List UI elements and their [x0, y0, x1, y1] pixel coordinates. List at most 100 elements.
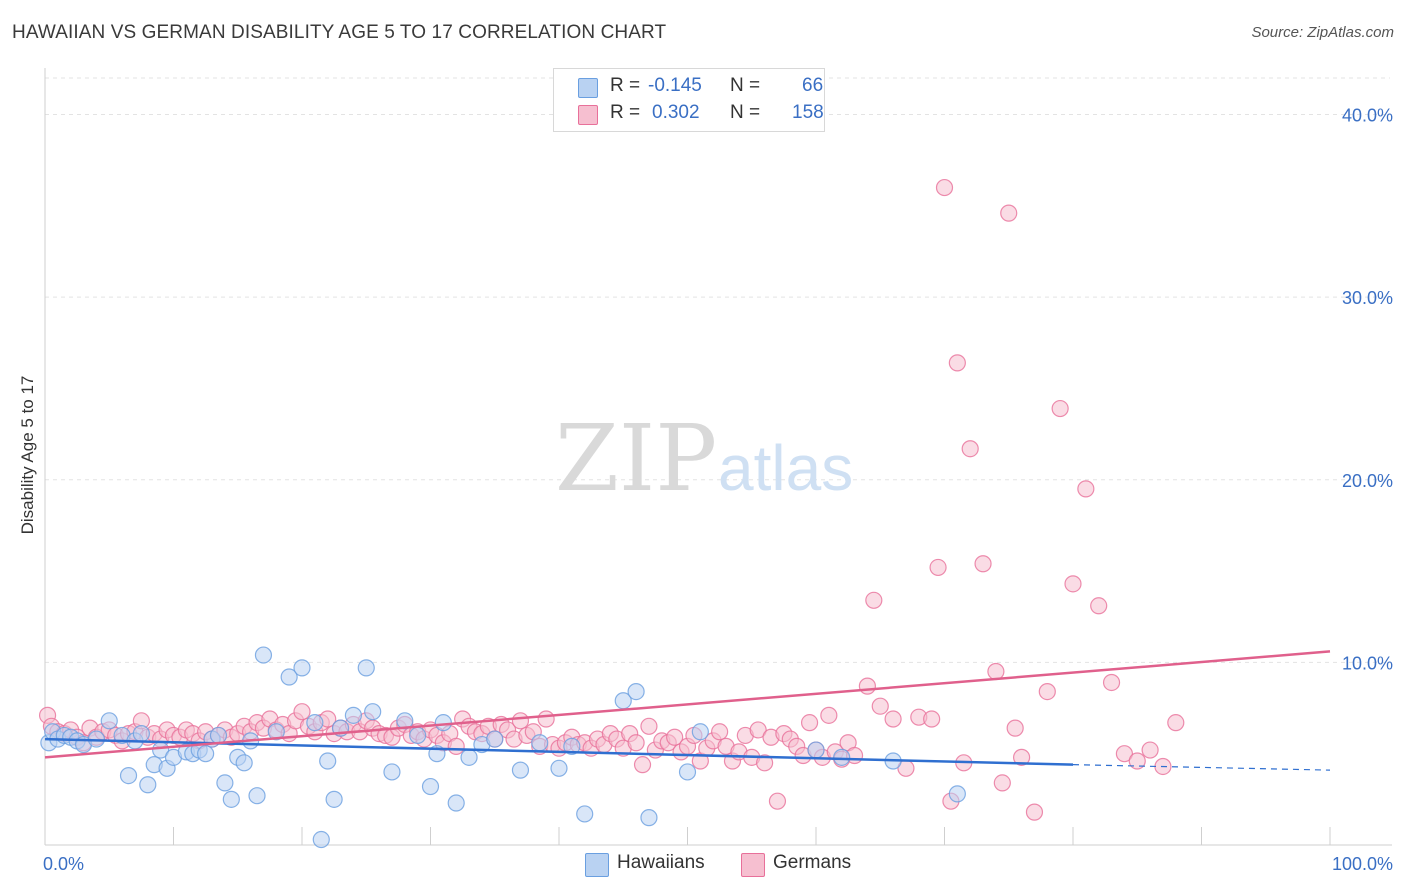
german-point: [511, 712, 530, 730]
german-point: [820, 706, 838, 724]
y-tick-label: 20.0%: [1342, 471, 1393, 491]
german-point: [627, 734, 645, 752]
hawaiian-point: [807, 741, 825, 759]
hawaiian-point: [678, 763, 697, 781]
german-point: [858, 677, 877, 695]
german-point: [1064, 575, 1082, 593]
hawaiian-point: [691, 723, 709, 741]
y-tick-label: 10.0%: [1342, 653, 1393, 673]
german-point: [537, 710, 555, 728]
hawaiians-legend-swatch: [585, 853, 609, 877]
hawaiian-point: [312, 830, 330, 849]
hawaiian-point: [197, 745, 215, 763]
legend-n-label: N =: [730, 102, 761, 123]
german-point: [1102, 673, 1121, 692]
hawaiian-point: [139, 776, 157, 794]
german-point: [987, 662, 1005, 681]
hawaiian-point: [434, 714, 452, 732]
legend-r-value: 0.302: [652, 102, 700, 123]
german-point: [1115, 745, 1134, 763]
hawaiian-point: [357, 659, 375, 677]
german-point: [800, 714, 819, 732]
german-point: [974, 555, 992, 573]
german-point: [1077, 480, 1095, 498]
german-point: [929, 558, 947, 577]
hawaiian-point: [216, 774, 234, 792]
german-point: [1167, 714, 1185, 732]
legend-r-label: R =: [610, 102, 641, 123]
german-point: [923, 710, 941, 728]
german-point: [1051, 399, 1069, 418]
watermark: ZIP: [555, 405, 717, 512]
german-point: [293, 703, 311, 721]
legend-n-value: 66: [802, 75, 824, 96]
x-tick-label: 0.0%: [43, 854, 84, 874]
hawaiian-point: [280, 668, 298, 686]
german-point: [1141, 741, 1159, 759]
germans-legend-label: Germans: [773, 852, 852, 873]
hawaiian-point: [383, 763, 401, 781]
hawaiians-swatch: [578, 78, 598, 98]
hawaiian-point: [948, 785, 966, 803]
hawaiian-point: [306, 714, 324, 732]
hawaiian-point: [421, 777, 440, 796]
watermark: atlas: [718, 432, 853, 504]
hawaiian-point: [627, 682, 645, 701]
german-point: [1025, 803, 1044, 821]
hawaiian-point: [550, 759, 568, 777]
german-point: [1012, 748, 1031, 766]
germans-swatch: [578, 105, 598, 125]
german-point: [711, 723, 729, 741]
y-tick-label: 30.0%: [1342, 288, 1393, 308]
german-point: [1128, 752, 1146, 770]
hawaiian-point: [344, 706, 362, 724]
hawaiian-point: [833, 748, 851, 766]
hawaiian-point: [267, 723, 285, 741]
hawaiian-point: [254, 646, 273, 664]
hawaiian-point: [486, 730, 504, 748]
hawaiian-point: [100, 712, 118, 730]
german-trend-line: [44, 650, 1331, 759]
source-label: Source: ZipAtlas.com: [1251, 24, 1394, 41]
hawaiian-point: [319, 752, 337, 770]
legend-r-value: -0.145: [648, 75, 702, 96]
german-point: [640, 717, 658, 735]
german-point: [666, 728, 684, 746]
hawaiian-point: [531, 734, 549, 752]
hawaiian-point: [119, 767, 138, 785]
german-point: [948, 354, 966, 372]
german-point: [884, 710, 902, 728]
chart-title: HAWAIIAN VS GERMAN DISABILITY AGE 5 TO 1…: [12, 22, 667, 43]
hawaiian-point: [248, 787, 266, 805]
hawaiians-legend-label: Hawaiians: [617, 852, 705, 873]
german-point: [993, 774, 1011, 792]
hawaiian-point: [222, 790, 240, 808]
german-point: [755, 754, 774, 772]
germans-legend-swatch: [741, 853, 765, 877]
german-point: [865, 591, 883, 609]
german-point: [447, 737, 465, 755]
legend-n-value: 158: [792, 102, 824, 123]
legend-n-label: N =: [730, 75, 761, 96]
hawaiian-trend-extension: [1072, 764, 1331, 771]
hawaiian-point: [640, 809, 658, 827]
hawaiian-point: [563, 737, 581, 755]
german-point: [961, 440, 979, 458]
hawaiian-point: [460, 748, 478, 766]
german-point: [1038, 682, 1056, 701]
german-point: [1090, 597, 1108, 615]
legend-r-label: R =: [610, 75, 641, 96]
german-point: [749, 721, 767, 739]
hawaiian-point: [447, 794, 465, 812]
german-point: [935, 178, 954, 197]
hawaiian-point: [209, 726, 228, 745]
x-tick-label: 100.0%: [1332, 854, 1393, 874]
hawaiian-point: [235, 754, 253, 772]
german-point: [1006, 719, 1024, 737]
german-point: [1000, 204, 1018, 222]
hawaiian-point: [132, 725, 150, 743]
hawaiian-point: [576, 805, 594, 823]
legend: R = -0.145 N = 66 R = 0.302 N = 158: [553, 68, 825, 132]
hawaiian-point: [511, 761, 530, 779]
